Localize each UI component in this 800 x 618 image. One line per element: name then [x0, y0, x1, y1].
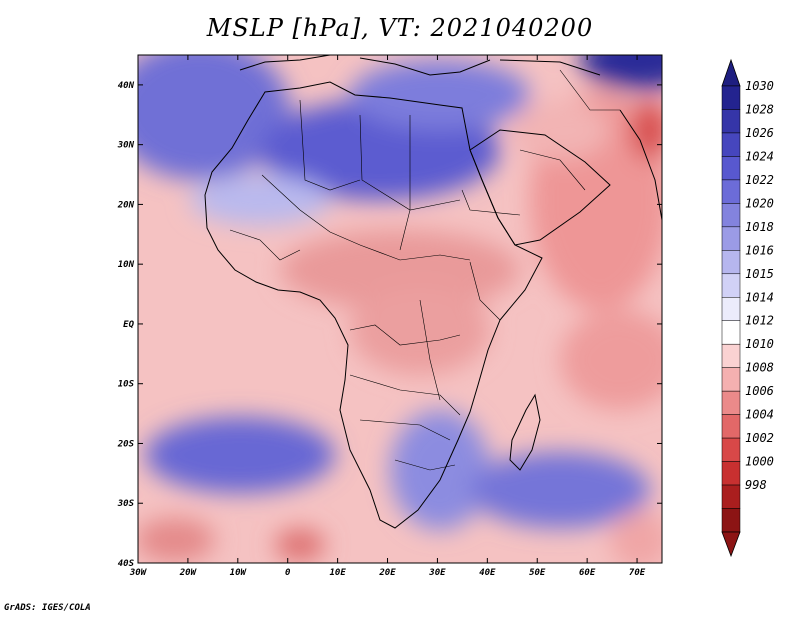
lat-tick-label: 30N — [117, 141, 135, 151]
colorbar-level-label: 1018 — [745, 220, 774, 234]
colorbar-box — [721, 461, 741, 486]
colorbar-level-label: 1022 — [745, 173, 774, 187]
lon-tick-label: 10E — [329, 568, 346, 578]
colorbar-box — [721, 414, 741, 439]
colorbar-level-label: 1000 — [745, 455, 774, 469]
colorbar-level-label: 1024 — [745, 149, 774, 163]
lon-tick-label: 20E — [378, 568, 396, 578]
colorbar-box — [721, 156, 741, 181]
lon-tick-label: 30E — [428, 568, 446, 578]
colorbar-box — [721, 437, 741, 462]
lat-tick-label: 40S — [118, 559, 135, 569]
colorbar-box — [721, 132, 741, 157]
north-atlantic-high — [138, 55, 290, 180]
india-coastline — [619, 109, 662, 221]
colorbar-level-label: 1015 — [745, 267, 774, 281]
indian-ocean-high — [470, 452, 650, 528]
colorbar-level-label: 1006 — [745, 384, 774, 398]
colorbar-box — [721, 179, 741, 204]
colorbar-level-label: 1012 — [745, 314, 774, 328]
colorbar-box — [721, 250, 741, 275]
country-borders — [229, 69, 620, 471]
colorbar-box — [721, 367, 741, 392]
latitude-axis: 40N 30N 20N 10N EQ 10S 20S 30S 40S — [117, 81, 662, 569]
colorbar-box — [721, 109, 741, 134]
colorbar-box — [721, 85, 741, 110]
lat-tick-label: EQ — [123, 320, 134, 330]
colorbar-level-label: 998 — [745, 478, 767, 492]
longitude-axis: 30W 20W 10W 0 10E 20E 30E 40E 50E 60E 70E — [129, 55, 646, 578]
europe-coastline — [239, 55, 601, 76]
colorbar-level-label: 1010 — [745, 337, 774, 351]
colorbar-box — [721, 320, 741, 345]
lon-tick-label: 40E — [479, 568, 496, 578]
colorbar-top-arrow — [721, 58, 741, 87]
colorbar: 1030 1028 1026 1024 1022 1020 1018 1016 1015 1014… — [721, 58, 774, 558]
africa-coastline — [204, 81, 543, 529]
indian-ocean-low — [560, 310, 662, 410]
grads-credit: GrADS: IGES/COLA — [4, 603, 91, 613]
lat-tick-label: 40N — [118, 81, 135, 91]
colorbar-level-label: 1008 — [745, 361, 774, 375]
south-east-low — [610, 510, 662, 563]
lat-tick-label: 20N — [117, 200, 135, 210]
colorbar-level-label: 1004 — [745, 408, 774, 422]
lat-tick-label: 20S — [117, 439, 135, 449]
lon-tick-label: 30W — [129, 568, 148, 578]
colorbar-level-label: 1028 — [745, 102, 774, 116]
southern-africa-high — [390, 410, 490, 530]
sahel-trough — [280, 230, 520, 310]
india-low — [630, 100, 662, 160]
lon-tick-label: 0 — [285, 568, 291, 578]
colorbar-box — [721, 226, 741, 251]
lon-tick-label: 50E — [529, 568, 546, 578]
lon-tick-label: 60E — [579, 568, 596, 578]
colorbar-bottom-arrow — [721, 531, 741, 558]
colorbar-level-label: 1002 — [745, 431, 774, 445]
colorbar-box — [721, 508, 741, 533]
asia-high — [580, 55, 662, 90]
colorbar-level-label: 1014 — [745, 290, 774, 304]
colorbar-box — [721, 484, 741, 509]
colorbar-level-label: 1020 — [745, 196, 774, 210]
mslp-map-chart: 40N 30N 20N 10N EQ 10S 20S 30S 40S 30W 20W 10W 0 10E… — [117, 54, 774, 578]
arabia-coastline — [469, 129, 611, 246]
colorbar-box — [721, 297, 741, 321]
lon-tick-label: 20W — [179, 568, 198, 578]
west-africa-ridge — [190, 175, 330, 225]
colorbar-level-label: 1016 — [745, 243, 774, 257]
colorbar-box — [721, 203, 741, 228]
pressure-field — [138, 55, 662, 563]
coastlines — [204, 55, 662, 529]
central-africa-low — [350, 285, 490, 375]
colorbar-level-label: 1026 — [745, 126, 774, 140]
plot-frame — [137, 54, 663, 564]
map-title: MSLP [hPa], VT: 2021040200 — [206, 14, 594, 42]
colorbar-box — [721, 390, 741, 415]
lon-tick-label: 70E — [629, 568, 646, 578]
colorbar-box — [721, 273, 741, 298]
lat-tick-label: 30S — [117, 499, 135, 509]
lon-tick-label: 10W — [230, 568, 248, 578]
madagascar-coastline — [509, 393, 541, 471]
lat-tick-label: 10N — [118, 260, 135, 270]
lat-tick-label: 10S — [118, 380, 135, 390]
south-west-low — [138, 518, 215, 562]
south-low-cell — [275, 529, 325, 561]
colorbar-box — [721, 343, 741, 368]
mediterranean-high — [350, 60, 530, 130]
colorbar-level-label: 1030 — [745, 79, 774, 93]
south-atlantic-high — [145, 417, 335, 493]
gulf-low — [510, 100, 610, 160]
